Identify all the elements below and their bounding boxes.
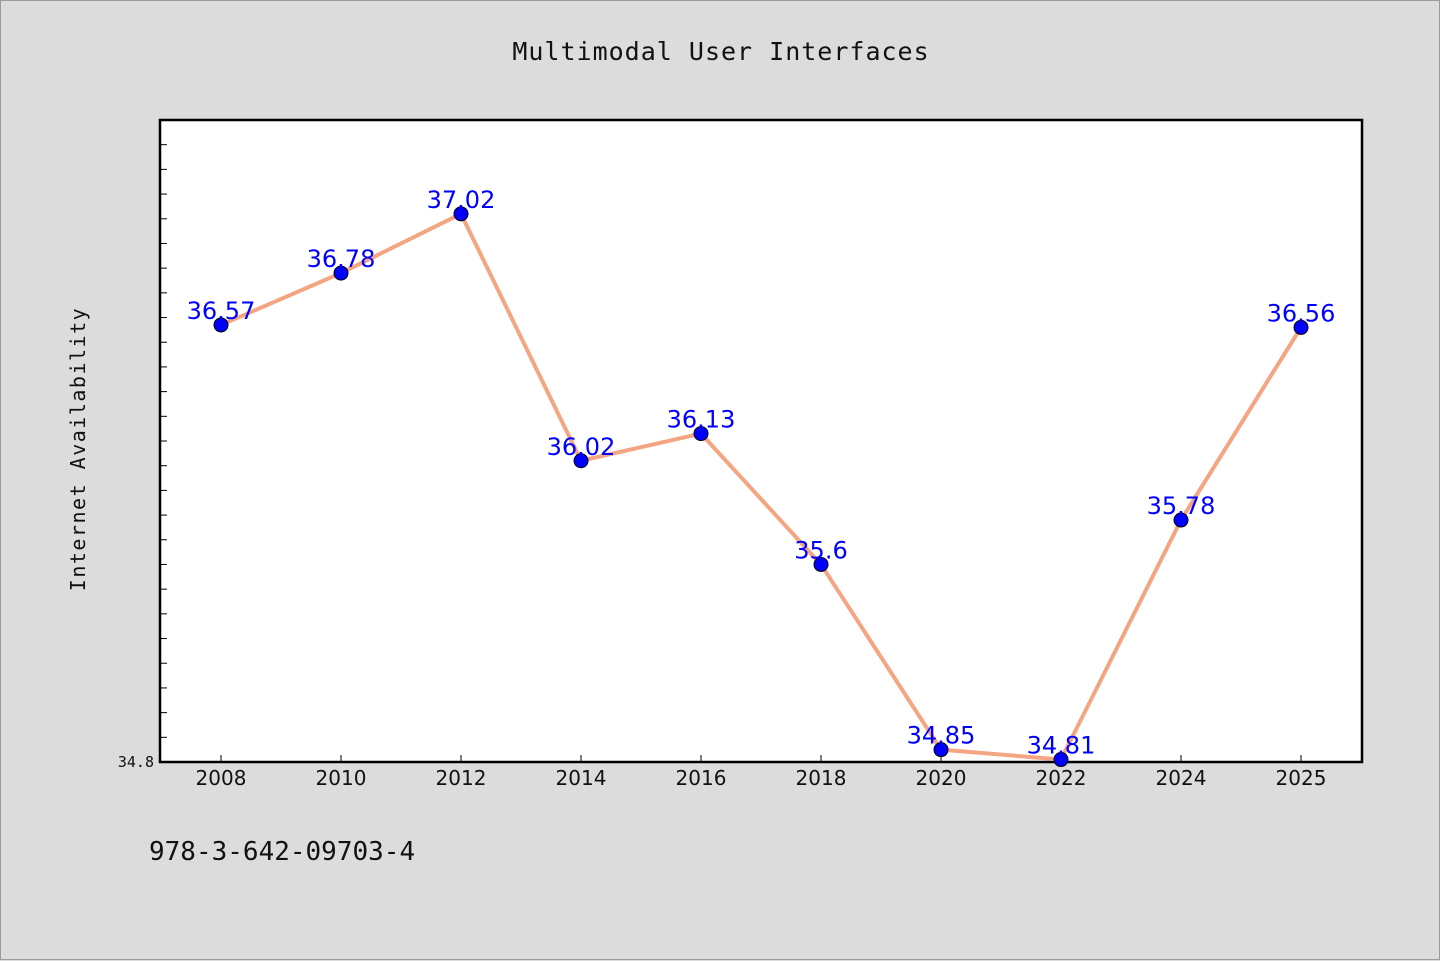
data-point [813,556,829,572]
data-label: 37.02 [427,186,496,214]
x-tick-label: 2016 [676,766,727,790]
x-tick-label: 2024 [1156,766,1207,790]
data-point [333,265,349,281]
data-point [1173,512,1189,528]
data-point [933,742,949,758]
chart-title: Multimodal User Interfaces [512,37,930,66]
data-label: 34.81 [1027,732,1096,760]
x-tick-label: 2022 [1036,766,1087,790]
data-point [453,206,469,222]
x-tick-label: 2010 [316,766,367,790]
x-tick-label: 2025 [1276,766,1327,790]
data-point [573,453,589,469]
data-point [213,317,229,333]
data-point [1053,752,1069,768]
x-tick-label: 2020 [916,766,967,790]
data-label: 36.78 [307,245,376,273]
data-label: 36.02 [547,433,616,461]
data-point [1293,319,1309,335]
data-label: 36.13 [667,406,736,434]
x-tick-label: 2012 [436,766,487,790]
x-tick-label: 2014 [556,766,607,790]
data-point [693,426,709,442]
data-label: 36.57 [187,297,256,325]
plot-area [158,118,1364,764]
series-line [220,211,1303,762]
data-label: 36.56 [1267,299,1336,327]
data-label: 35.6 [794,536,847,564]
x-tick-label: 2018 [796,766,847,790]
x-tick-label: 2008 [196,766,247,790]
isbn-footer-text: 978-3-642-09703-4 [149,837,416,867]
y-tick-label: 34.8 [118,753,154,771]
data-label: 34.85 [907,722,976,750]
data-label: 35.78 [1147,492,1216,520]
